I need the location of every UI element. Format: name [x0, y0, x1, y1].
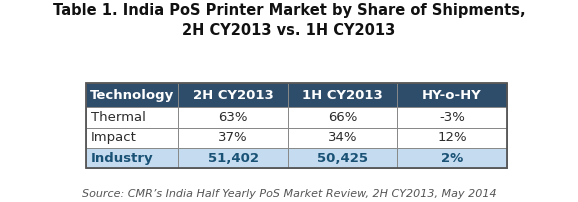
Text: 51,402: 51,402: [208, 152, 258, 164]
Text: 2H CY2013: 2H CY2013: [192, 89, 273, 102]
Bar: [86, 128, 179, 148]
Bar: [397, 128, 507, 148]
Bar: [179, 107, 288, 128]
Text: -3%: -3%: [439, 111, 465, 124]
Text: 2H CY2013 vs. 1H CY2013: 2H CY2013 vs. 1H CY2013: [183, 23, 395, 38]
Bar: [397, 148, 507, 168]
Bar: [86, 107, 179, 128]
Text: 1H CY2013: 1H CY2013: [302, 89, 383, 102]
Text: HY-o-HY: HY-o-HY: [422, 89, 482, 102]
Bar: [86, 83, 507, 168]
Bar: [288, 83, 397, 107]
Text: Technology: Technology: [90, 89, 174, 102]
Bar: [397, 107, 507, 128]
Bar: [288, 128, 397, 148]
Text: Industry: Industry: [91, 152, 154, 164]
Bar: [397, 83, 507, 107]
Bar: [288, 148, 397, 168]
Text: 2%: 2%: [441, 152, 463, 164]
Text: 50,425: 50,425: [317, 152, 368, 164]
Text: 63%: 63%: [218, 111, 248, 124]
Text: 12%: 12%: [437, 131, 467, 144]
Text: Table 1. India PoS Printer Market by Share of Shipments,: Table 1. India PoS Printer Market by Sha…: [53, 3, 525, 18]
Bar: [179, 128, 288, 148]
Text: 66%: 66%: [328, 111, 357, 124]
Bar: [179, 83, 288, 107]
Bar: [288, 107, 397, 128]
Bar: [179, 148, 288, 168]
Bar: [86, 148, 179, 168]
Bar: [86, 83, 179, 107]
Text: Source: CMR’s India Half Yearly PoS Market Review, 2H CY2013, May 2014: Source: CMR’s India Half Yearly PoS Mark…: [81, 189, 497, 199]
Text: 37%: 37%: [218, 131, 248, 144]
Text: 34%: 34%: [328, 131, 357, 144]
Text: Impact: Impact: [91, 131, 137, 144]
Text: Thermal: Thermal: [91, 111, 146, 124]
